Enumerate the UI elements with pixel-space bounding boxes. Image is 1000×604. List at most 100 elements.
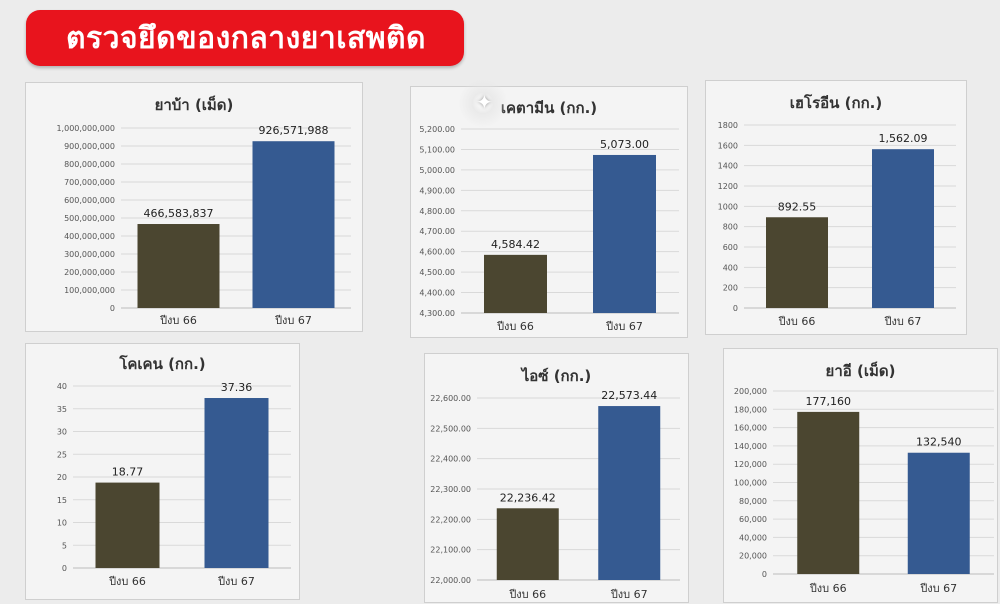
y-tick-label: 22,000.00 <box>430 576 471 585</box>
y-tick-label: 200,000,000 <box>64 268 115 277</box>
y-tick-label: 30 <box>57 428 67 437</box>
y-tick-label: 10 <box>57 519 67 528</box>
y-tick-label: 200,000 <box>734 387 767 396</box>
chart-panel-cocaine: โคเคน (กก.) 0 5 10 15 20 25 30 35 40 18.77 ปีงบ 66 3… <box>25 343 300 600</box>
y-tick-label: 1,000,000,000 <box>56 124 115 133</box>
y-tick-label: 22,100.00 <box>430 546 471 555</box>
chart-panel-yaba: ยาบ้า (เม็ด) 0 100,000,000 200,000,000 300,0… <box>25 82 363 332</box>
y-tick-label: 20,000 <box>739 552 767 561</box>
chart-svg: 0 20,000 40,000 60,000 80,000 100,000 120,000 1… <box>734 387 994 595</box>
chart-title: เคตามีน (กก.) <box>500 99 598 117</box>
y-tick-label: 0 <box>762 570 767 579</box>
y-tick-label: 160,000 <box>734 424 767 433</box>
y-tick-label: 600 <box>723 243 738 252</box>
y-tick-label: 4,800.00 <box>419 207 455 216</box>
x-category-label: ปีงบ 67 <box>919 582 957 595</box>
x-category-label: ปีงบ 67 <box>883 315 921 328</box>
chart-svg: 0 100,000,000 200,000,000 300,000,000 400,00… <box>56 124 351 327</box>
x-category-label: ปีงบ 67 <box>217 575 255 588</box>
x-category-label: ปีงบ 67 <box>610 588 648 601</box>
y-tick-label: 15 <box>57 496 67 505</box>
y-tick-label: 80,000 <box>739 497 767 506</box>
x-category-label: ปีงบ 66 <box>508 588 546 601</box>
data-label: 926,571,988 <box>259 124 329 137</box>
x-category-label: ปีงบ 67 <box>274 314 312 327</box>
y-tick-label: 22,400.00 <box>430 455 471 464</box>
bar-fy66 <box>797 411 860 574</box>
y-tick-label: 900,000,000 <box>64 142 115 151</box>
y-tick-label: 4,600.00 <box>419 248 455 257</box>
chart-panel-ecstasy: ยาอี (เม็ด) 0 20,000 40,000 60,000 80,000 100,… <box>723 348 998 603</box>
y-tick-label: 1600 <box>718 141 738 150</box>
y-tick-label: 5,100.00 <box>419 145 455 154</box>
chart-panel-heroin: เฮโรอีน (กก.) 0 200 400 600 800 1000 1200 1400 16… <box>705 80 967 335</box>
bar-fy66 <box>766 217 828 308</box>
bar-fy66 <box>484 254 547 313</box>
y-tick-label: 700,000,000 <box>64 178 115 187</box>
data-label: 1,562.09 <box>879 132 928 145</box>
y-tick-label: 20 <box>57 473 67 482</box>
data-label: 5,073.00 <box>600 138 649 151</box>
y-tick-label: 600,000,000 <box>64 196 115 205</box>
x-category-label: ปีงบ 66 <box>159 314 197 327</box>
y-tick-label: 5,000.00 <box>419 166 455 175</box>
y-tick-label: 140,000 <box>734 442 767 451</box>
y-tick-label: 500,000,000 <box>64 214 115 223</box>
x-category-label: ปีงบ 66 <box>777 315 815 328</box>
x-category-label: ปีงบ 66 <box>108 575 146 588</box>
y-tick-label: 800 <box>723 223 738 232</box>
y-tick-label: 400,000,000 <box>64 232 115 241</box>
y-tick-label: 4,300.00 <box>419 309 455 318</box>
data-label: 466,583,837 <box>144 207 214 220</box>
bar-fy67 <box>907 452 970 574</box>
bar-fy67 <box>872 149 934 308</box>
y-tick-label: 4,900.00 <box>419 186 455 195</box>
chart-title: ไอซ์ (กก.) <box>521 367 592 385</box>
y-tick-label: 60,000 <box>739 515 767 524</box>
chart-title: ยาอี (เม็ด) <box>825 362 896 380</box>
bar-fy67 <box>598 406 661 580</box>
chart-svg: 4,300.00 4,400.00 4,500.00 4,600.00 4,700.00… <box>419 125 679 333</box>
y-tick-label: 25 <box>57 450 67 459</box>
page-title: ตรวจยึดของกลางยาเสพติด <box>66 20 427 56</box>
y-tick-label: 22,200.00 <box>430 515 471 524</box>
y-tick-label: 40 <box>57 382 67 391</box>
page-title-banner: ตรวจยึดของกลางยาเสพติด <box>26 10 464 66</box>
y-tick-label: 22,300.00 <box>430 485 471 494</box>
y-tick-label: 100,000 <box>734 479 767 488</box>
y-tick-label: 22,600.00 <box>430 394 471 403</box>
sparkle-glare-icon: ✦ <box>458 78 508 128</box>
y-tick-label: 0 <box>733 304 738 313</box>
chart-svg: 0 200 400 600 800 1000 1200 1400 1600 1800 892.55 ป… <box>718 121 956 328</box>
chart-title: เฮโรอีน (กก.) <box>789 94 883 112</box>
x-category-label: ปีงบ 67 <box>605 320 643 333</box>
data-label: 132,540 <box>916 436 962 449</box>
y-tick-label: 0 <box>110 304 115 313</box>
y-tick-label: 400 <box>723 263 738 272</box>
y-tick-label: 1200 <box>718 182 738 191</box>
data-label: 892.55 <box>778 200 817 213</box>
data-label: 22,236.42 <box>500 491 556 504</box>
y-tick-label: 120,000 <box>734 460 767 469</box>
data-label: 18.77 <box>112 466 144 479</box>
y-tick-label: 300,000,000 <box>64 250 115 259</box>
bar-fy67 <box>204 398 269 568</box>
chart-panel-ketamine: เคตามีน (กก.) 4,300.00 4,400.00 4,500.00 4,6… <box>410 86 688 338</box>
chart-panel-ice: ไอซ์ (กก.) 22,000.00 22,100.00 22,200.00 22,… <box>424 353 689 603</box>
x-category-label: ปีงบ 66 <box>809 582 847 595</box>
y-tick-label: 1400 <box>718 162 738 171</box>
y-tick-label: 1800 <box>718 121 738 130</box>
bar-fy67 <box>593 154 656 313</box>
y-tick-label: 200 <box>723 284 738 293</box>
y-tick-label: 180,000 <box>734 405 767 414</box>
bar-fy67 <box>252 141 335 308</box>
x-category-label: ปีงบ 66 <box>496 320 534 333</box>
data-label: 4,584.42 <box>491 238 540 251</box>
chart-svg: 0 5 10 15 20 25 30 35 40 18.77 ปีงบ 66 37.36 ปีงบ 67 <box>57 381 291 588</box>
chart-title: ยาบ้า (เม็ด) <box>154 96 234 114</box>
y-tick-label: 100,000,000 <box>64 286 115 295</box>
y-tick-label: 1000 <box>718 202 738 211</box>
y-tick-label: 4,500.00 <box>419 268 455 277</box>
data-label: 177,160 <box>806 395 852 408</box>
chart-svg: 22,000.00 22,100.00 22,200.00 22,300.00 22,4… <box>430 389 680 601</box>
